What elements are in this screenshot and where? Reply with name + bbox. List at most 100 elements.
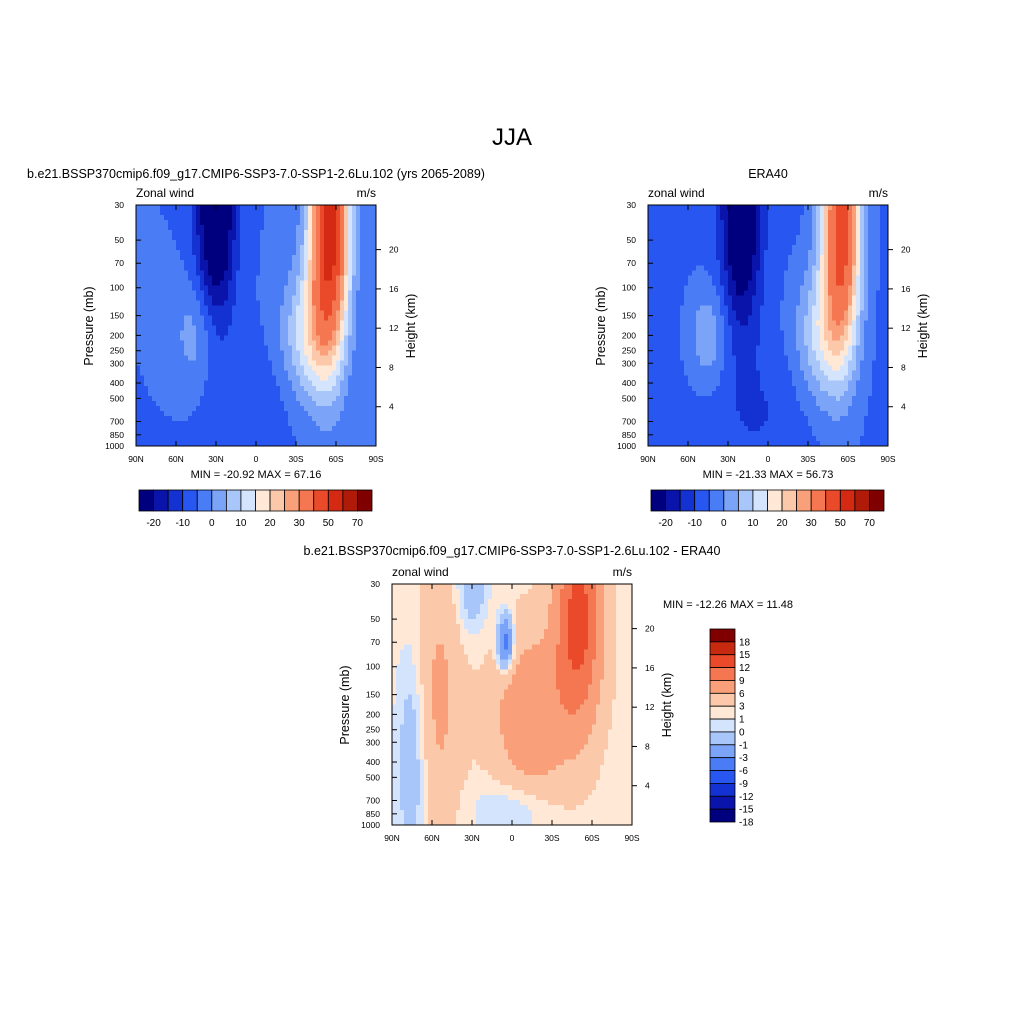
- y-tick-label: 300: [622, 358, 636, 368]
- y-right-tick-label: 4: [901, 402, 906, 412]
- panel-era40-right-string: m/s: [869, 186, 888, 200]
- colorbar-label: 20: [777, 518, 789, 529]
- panel-difference-right-string: m/s: [613, 565, 632, 579]
- colorbar-label: -1: [739, 740, 748, 751]
- colorbar-label: 70: [352, 518, 364, 529]
- colorbar-label: -3: [739, 753, 748, 764]
- y-tick-label: 200: [366, 709, 380, 719]
- colorbar-box: [679, 489, 696, 512]
- y-tick-label: 30: [627, 200, 637, 210]
- colorbar-label: 9: [739, 676, 745, 687]
- x-tick-label: 30N: [464, 833, 480, 843]
- colorbar-label: -20: [146, 518, 161, 529]
- panel-model-title: b.e21.BSSP370cmip6.f09_g17.CMIP6-SSP3-7.…: [27, 167, 485, 181]
- panel-difference: b.e21.BSSP370cmip6.f09_g17.CMIP6-SSP3-7.…: [304, 544, 793, 843]
- colorbar-label: -10: [175, 518, 190, 529]
- panel-model-ylabel-right: Height (km): [404, 294, 418, 359]
- panel-era40-minmax: MIN = -21.33 MAX = 56.73: [703, 469, 834, 481]
- y-right-tick-label: 12: [645, 702, 655, 712]
- panel-model-ylabel: Pressure (mb): [82, 286, 96, 365]
- colorbar-box: [709, 744, 736, 759]
- y-tick-label: 30: [371, 579, 381, 589]
- x-tick-label: 90S: [880, 454, 895, 464]
- colorbar: -20 -10 0 10 20 30 50 70: [138, 489, 373, 529]
- y-tick-label: 400: [110, 378, 124, 388]
- colorbar-box: [796, 489, 812, 512]
- y-tick-label: 200: [622, 330, 636, 340]
- colorbar: -20 -10 0 10 20 30 50 70: [650, 489, 885, 529]
- colorbar-box: [167, 489, 184, 512]
- field-raster: [136, 205, 377, 447]
- y-tick-label: 500: [622, 393, 636, 403]
- colorbar-label: 50: [835, 518, 847, 529]
- colorbar-label: 12: [739, 663, 751, 674]
- colorbar-box: [138, 489, 154, 512]
- y-tick-label: 100: [366, 662, 380, 672]
- colorbar-label: -12: [739, 792, 754, 803]
- colorbar-box: [240, 489, 256, 512]
- x-tick-label: 30S: [544, 833, 559, 843]
- x-tick-label: 30N: [208, 454, 224, 464]
- colorbar-box: [153, 489, 169, 512]
- colorbar-label: 0: [721, 518, 727, 529]
- colorbar-box: [709, 770, 736, 784]
- panel-difference-ylabel-right: Height (km): [660, 673, 674, 738]
- y-tick-label: 300: [366, 737, 380, 747]
- y-right-tick-label: 4: [645, 781, 650, 791]
- y-tick-label: 250: [110, 346, 124, 356]
- y-tick-label: 500: [366, 772, 380, 782]
- x-tick-label: 0: [766, 454, 771, 464]
- colorbar-box: [709, 757, 736, 771]
- panel-era40-left-string: zonal wind: [648, 186, 705, 200]
- colorbar-box: [709, 783, 736, 797]
- colorbar-label: 20: [265, 518, 277, 529]
- x-tick-label: 30S: [288, 454, 303, 464]
- colorbar: 18 15 12 9 6 3 10 -1 -3 -6 -9 -12 -15 -18: [709, 628, 754, 829]
- panel-model-right-string: m/s: [357, 186, 376, 200]
- y-right-tick-label: 12: [389, 323, 399, 333]
- y-tick-label: 850: [110, 430, 124, 440]
- y-tick-label: 300: [110, 358, 124, 368]
- x-tick-label: 30S: [800, 454, 815, 464]
- y-tick-label: 400: [622, 378, 636, 388]
- colorbar-box: [211, 489, 227, 512]
- colorbar-box: [869, 489, 885, 512]
- colorbar-box: [709, 808, 736, 823]
- figure-title: JJA: [492, 124, 532, 151]
- colorbar-label: 10: [235, 518, 247, 529]
- x-tick-label: 90N: [640, 454, 656, 464]
- colorbar-box: [650, 489, 666, 512]
- colorbar-box: [781, 489, 798, 512]
- x-tick-label: 60S: [584, 833, 599, 843]
- colorbar-box: [357, 489, 373, 512]
- colorbar-label: -15: [739, 805, 754, 816]
- y-tick-label: 850: [622, 430, 636, 440]
- colorbar-box: [737, 489, 754, 512]
- y-tick-label: 50: [627, 235, 637, 245]
- colorbar-label: -20: [658, 518, 673, 529]
- x-tick-label: 0: [254, 454, 259, 464]
- colorbar-box: [313, 489, 329, 512]
- y-tick-label: 250: [622, 346, 636, 356]
- panel-difference-ylabel: Pressure (mb): [338, 665, 352, 744]
- y-right-tick-label: 16: [645, 663, 655, 673]
- colorbar-box: [709, 667, 736, 681]
- colorbar-box: [810, 489, 827, 512]
- panel-difference-left-string: zonal wind: [392, 565, 449, 579]
- y-tick-label: 150: [622, 311, 636, 321]
- colorbar-box: [269, 489, 286, 512]
- colorbar-box: [709, 641, 736, 656]
- colorbar-label: 10: [747, 518, 759, 529]
- colorbar-box: [825, 489, 841, 512]
- panel-era40-title: ERA40: [748, 167, 788, 181]
- panel-difference-title: b.e21.BSSP370cmip6.f09_g17.CMIP6-SSP3-7.…: [304, 544, 721, 558]
- y-right-tick-label: 20: [389, 245, 399, 255]
- y-tick-label: 150: [366, 690, 380, 700]
- y-tick-label: 1000: [105, 441, 124, 451]
- colorbar-label: 0: [739, 727, 745, 738]
- y-tick-label: 70: [627, 258, 637, 268]
- colorbar-box: [694, 489, 710, 512]
- x-tick-label: 90N: [128, 454, 144, 464]
- colorbar-box: [709, 705, 736, 720]
